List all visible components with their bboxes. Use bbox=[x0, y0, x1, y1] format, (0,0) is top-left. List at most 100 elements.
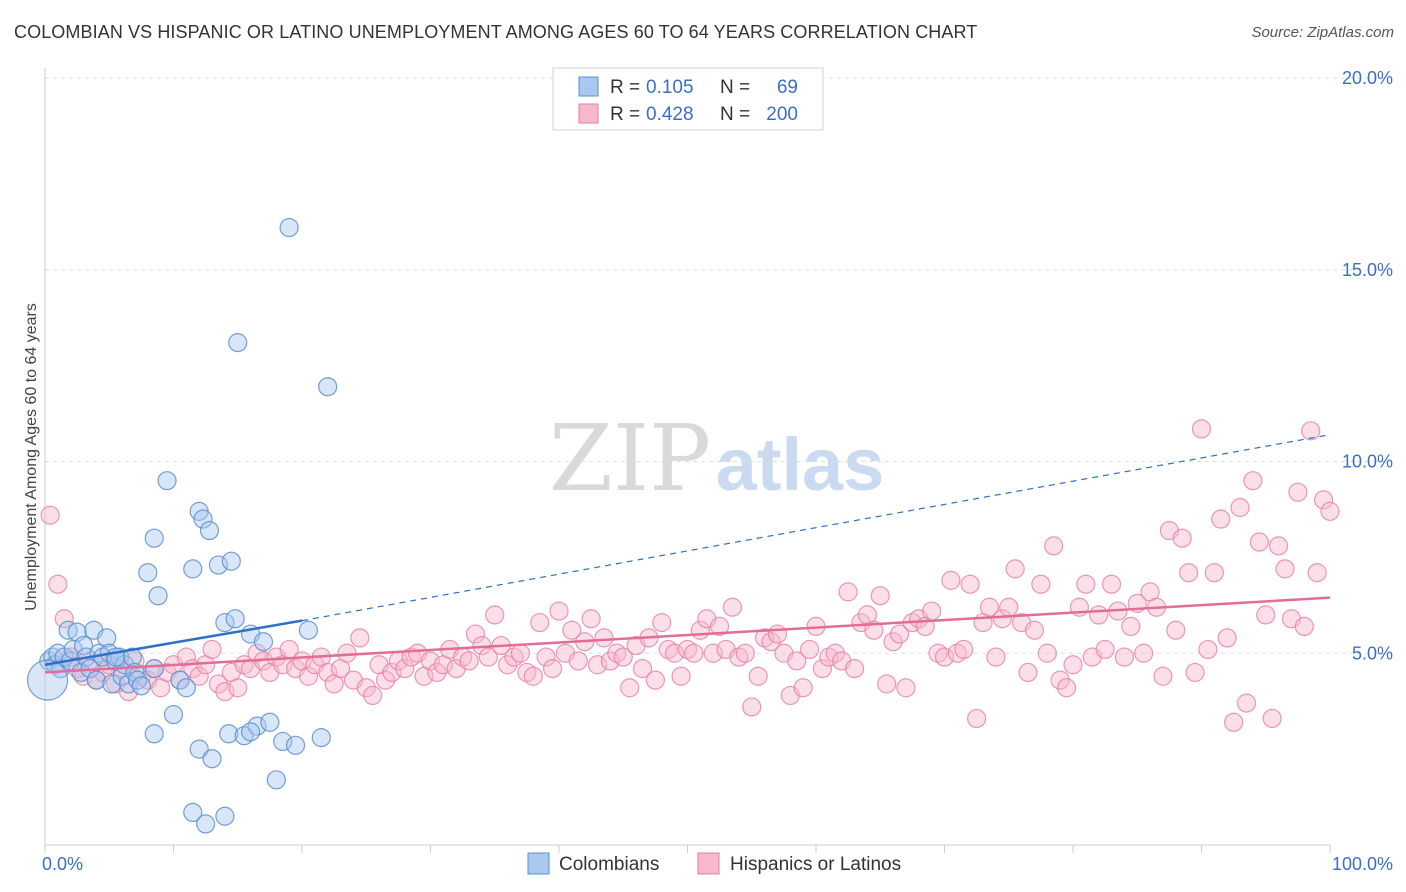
hispanics-point-118 bbox=[799, 639, 820, 660]
colombians-point-59 bbox=[202, 749, 222, 769]
stats-r-label-1: R = bbox=[610, 77, 640, 98]
colombians-point-58 bbox=[189, 739, 209, 759]
hispanics-point-104 bbox=[710, 616, 730, 637]
hispanics-point-79 bbox=[549, 601, 569, 621]
colombians-points bbox=[26, 217, 338, 834]
hispanics-point-175 bbox=[1166, 620, 1186, 640]
hispanics-point-170 bbox=[1134, 643, 1154, 663]
colombians-point-65 bbox=[144, 658, 164, 679]
hispanics-point-195 bbox=[1294, 616, 1314, 637]
hispanics-point-199 bbox=[1320, 501, 1340, 521]
hispanics-point-178 bbox=[1185, 662, 1205, 683]
colombians-point-34 bbox=[163, 705, 184, 725]
hispanics-point-82 bbox=[568, 651, 588, 671]
hispanics-point-131 bbox=[883, 632, 903, 652]
colombians-point-40 bbox=[199, 520, 220, 541]
colombians-point-39 bbox=[193, 509, 213, 529]
hispanics-point-158 bbox=[1056, 678, 1077, 698]
hispanics-point-43 bbox=[318, 662, 338, 683]
hispanics-point-157 bbox=[1050, 670, 1070, 690]
colombians-point-51 bbox=[273, 731, 293, 752]
hispanics-point-188 bbox=[1249, 532, 1269, 552]
colombians-point-15 bbox=[86, 670, 107, 690]
colombians-point-56 bbox=[228, 333, 248, 353]
hispanics-point-78 bbox=[542, 658, 563, 679]
hispanics-point-124 bbox=[838, 582, 858, 602]
hispanics-point-186 bbox=[1236, 693, 1257, 713]
hispanics-point-50 bbox=[363, 685, 383, 706]
colombians-point-33 bbox=[157, 471, 177, 491]
hispanics-point-139 bbox=[934, 647, 955, 667]
hispanics-point-27 bbox=[215, 681, 235, 702]
colombians-point-42 bbox=[215, 612, 235, 633]
hispanics-point-40 bbox=[298, 666, 319, 686]
colombians-point-62 bbox=[215, 806, 235, 826]
hispanics-point-130 bbox=[877, 674, 897, 694]
hispanics-point-159 bbox=[1063, 655, 1083, 675]
hispanics-point-181 bbox=[1204, 563, 1224, 583]
colombians-point-60 bbox=[183, 802, 203, 823]
hispanics-point-55 bbox=[395, 658, 415, 679]
stats-n-label-1: N = bbox=[720, 77, 750, 98]
hispanics-point-184 bbox=[1224, 712, 1244, 732]
hispanics-point-180 bbox=[1198, 639, 1218, 660]
hispanics-point-132 bbox=[889, 624, 910, 644]
y-axis-title-group: Unemployment Among Ages 60 to 64 years bbox=[23, 303, 40, 611]
colombians-point-29 bbox=[131, 676, 151, 696]
hispanics-point-179 bbox=[1191, 419, 1212, 439]
colombians-point-43 bbox=[219, 724, 239, 744]
hispanics-point-71 bbox=[498, 655, 518, 675]
hispanics-point-86 bbox=[594, 628, 614, 648]
hispanics-point-129 bbox=[870, 586, 890, 606]
colombians-point-68 bbox=[26, 659, 69, 701]
hispanics-point-147 bbox=[986, 647, 1006, 667]
colombians-point-50 bbox=[266, 770, 286, 790]
colombians-point-49 bbox=[260, 712, 280, 732]
legend-swatch-colombians bbox=[527, 852, 550, 875]
hispanics-point-192 bbox=[1275, 559, 1295, 579]
chart-title: COLOMBIAN VS HISPANIC OR LATINO UNEMPLOY… bbox=[14, 22, 978, 42]
hispanics-point-198 bbox=[1313, 490, 1334, 510]
hispanics-point-2 bbox=[54, 609, 74, 629]
hispanics-point-77 bbox=[536, 647, 556, 667]
colombians-trend-extension bbox=[301, 434, 1331, 622]
hispanics-point-21 bbox=[176, 647, 196, 667]
legend-label-hispanics: Hispanics or Latinos bbox=[730, 854, 901, 875]
hispanics-point-53 bbox=[382, 662, 402, 683]
hispanics-point-109 bbox=[742, 697, 762, 717]
hispanics-point-133 bbox=[896, 678, 916, 698]
hispanics-point-69 bbox=[485, 605, 505, 625]
colombians-point-11 bbox=[73, 635, 94, 656]
hispanics-point-153 bbox=[1024, 620, 1045, 640]
stats-n-value-1: 69 bbox=[777, 77, 798, 98]
colombians-point-64 bbox=[241, 722, 261, 742]
hispanics-point-32 bbox=[247, 643, 267, 663]
hispanics-point-84 bbox=[581, 609, 601, 629]
hispanics-point-110 bbox=[748, 666, 768, 686]
hispanics-point-143 bbox=[960, 574, 980, 594]
hispanics-point-117 bbox=[793, 678, 813, 698]
colombians-point-61 bbox=[196, 814, 216, 834]
source-credit: Source: ZipAtlas.com bbox=[1251, 24, 1394, 41]
y-axis-title: Unemployment Among Ages 60 to 64 years bbox=[23, 303, 40, 611]
x-tick-label-0: 0.0% bbox=[42, 854, 83, 874]
colombians-point-20 bbox=[102, 674, 122, 694]
hispanics-point-125 bbox=[844, 658, 865, 679]
colombians-point-37 bbox=[183, 559, 203, 579]
hispanics-point-59 bbox=[420, 651, 441, 671]
hispanics-point-89 bbox=[613, 647, 633, 667]
hispanics-point-176 bbox=[1172, 528, 1192, 548]
hispanics-point-1 bbox=[48, 574, 68, 594]
hispanics-point-48 bbox=[350, 628, 370, 648]
colombians-point-53 bbox=[298, 620, 319, 640]
colombians-trend-line bbox=[44, 619, 303, 666]
hispanics-point-106 bbox=[722, 597, 743, 617]
hispanics-point-191 bbox=[1268, 536, 1289, 556]
hispanics-point-49 bbox=[356, 678, 376, 698]
legend-label-colombians: Colombians bbox=[559, 854, 659, 875]
hispanics-point-68 bbox=[478, 647, 498, 667]
y-tick-label-0: 5.0% bbox=[1352, 643, 1393, 663]
hispanics-point-185 bbox=[1230, 497, 1250, 518]
stats-r-value-1: 0.105 bbox=[646, 77, 694, 98]
hispanics-point-163 bbox=[1089, 605, 1109, 625]
